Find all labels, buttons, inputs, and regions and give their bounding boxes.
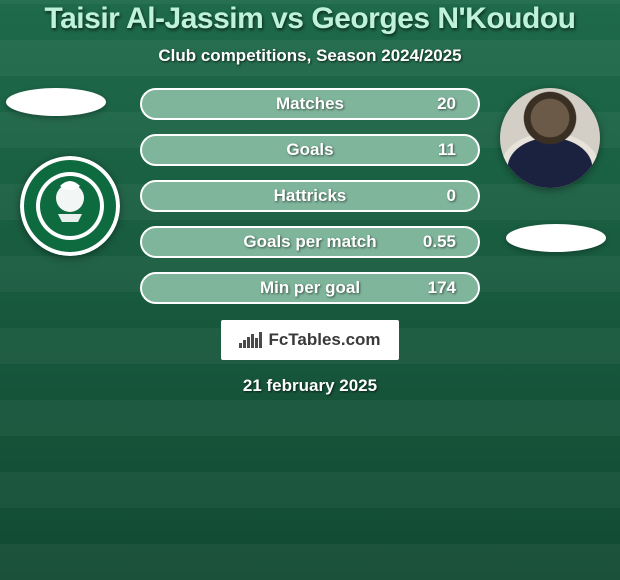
- stat-row-matches: Matches 20: [140, 88, 480, 120]
- page-title: Taisir Al-Jassim vs Georges N'Koudou: [45, 2, 576, 36]
- subtitle: Club competitions, Season 2024/2025: [158, 46, 461, 66]
- stats-bars: Matches 20 Goals 11 Hattricks 0 Goals pe…: [140, 88, 480, 304]
- comparison-area: Matches 20 Goals 11 Hattricks 0 Goals pe…: [0, 88, 620, 304]
- stat-label: Hattricks: [274, 186, 347, 206]
- stat-label: Goals: [286, 140, 333, 160]
- stat-row-goals: Goals 11: [140, 134, 480, 166]
- bar-chart-icon: [239, 332, 262, 348]
- player-left-group: [10, 88, 120, 256]
- stat-label: Matches: [276, 94, 344, 114]
- avatar-icon: [500, 88, 600, 188]
- player-right-shadow: [506, 224, 606, 252]
- stat-value: 174: [428, 278, 456, 298]
- stat-row-goals-per-match: Goals per match 0.55: [140, 226, 480, 258]
- stat-value: 20: [437, 94, 456, 114]
- club-crest-icon: [20, 156, 120, 256]
- stat-value: 11: [438, 140, 456, 160]
- stat-label: Goals per match: [243, 232, 376, 252]
- player-right-photo: [500, 88, 600, 188]
- date-text: 21 february 2025: [243, 376, 377, 396]
- player-right-group: [500, 88, 610, 252]
- content-wrap: Taisir Al-Jassim vs Georges N'Koudou Clu…: [0, 0, 620, 580]
- stat-value: 0.55: [423, 232, 456, 252]
- stat-row-hattricks: Hattricks 0: [140, 180, 480, 212]
- player-left-club-badge: [20, 156, 120, 256]
- stat-label: Min per goal: [260, 278, 360, 298]
- stat-row-min-per-goal: Min per goal 174: [140, 272, 480, 304]
- attribution-badge: FcTables.com: [221, 320, 398, 360]
- player-left-shadow: [6, 88, 106, 116]
- attribution-text: FcTables.com: [268, 330, 380, 350]
- stat-value: 0: [447, 186, 456, 206]
